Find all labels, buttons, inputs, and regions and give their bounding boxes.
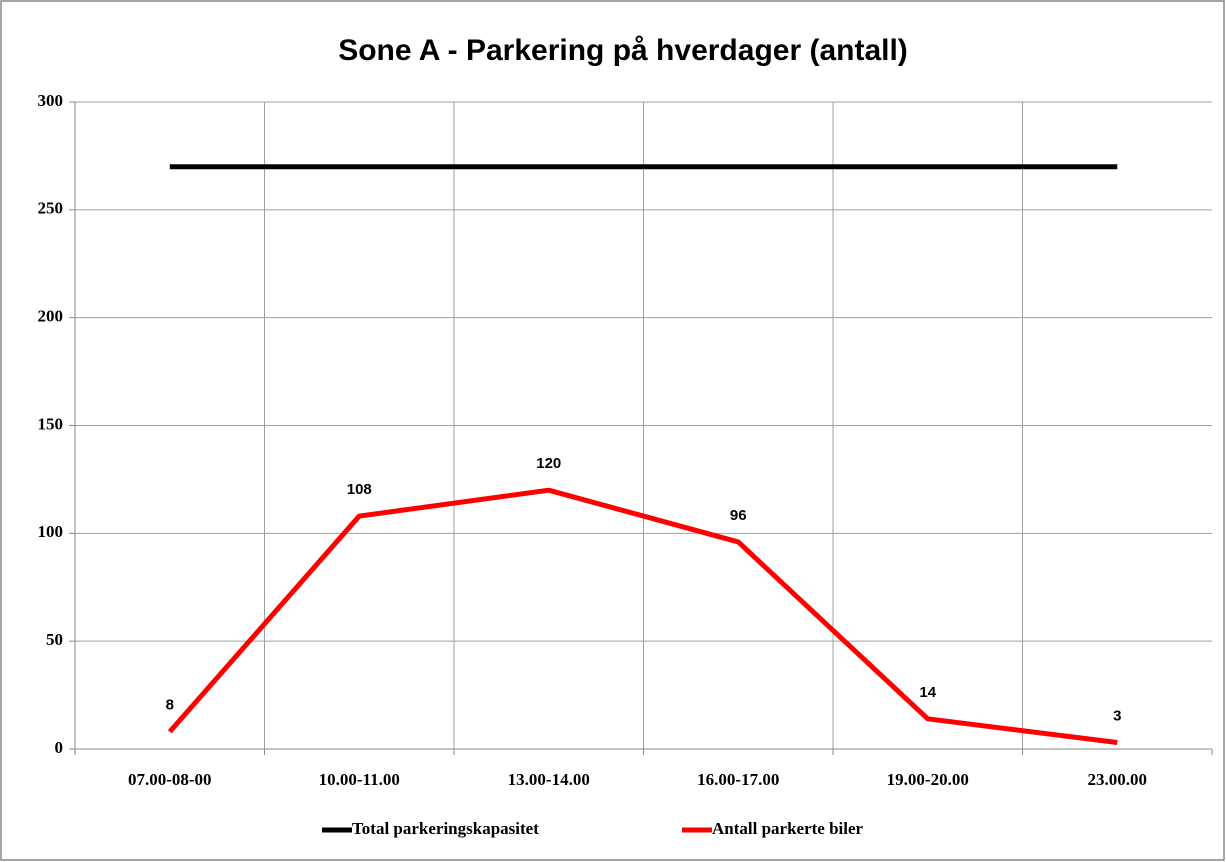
- data-label: 96: [730, 507, 747, 524]
- y-tick-label: 50: [46, 630, 63, 649]
- x-tick-label: 19.00-20.00: [887, 770, 969, 789]
- chart-title: Sone A - Parkering på hverdager (antall): [338, 34, 908, 67]
- y-tick-label: 300: [38, 91, 64, 110]
- data-label: 14: [919, 684, 936, 701]
- series-line: [167, 487, 1118, 746]
- data-label: 120: [536, 455, 561, 472]
- y-tick-label: 250: [38, 199, 64, 218]
- legend-label: Total parkeringskapasitet: [352, 819, 539, 838]
- legend-label: Antall parkerte biler: [712, 819, 864, 838]
- data-label: 3: [1113, 707, 1121, 724]
- data-label: 8: [166, 697, 174, 714]
- x-tick-label: 10.00-11.00: [319, 770, 400, 789]
- data-label: 108: [347, 481, 372, 498]
- x-tick-label: 23.00.00: [1088, 770, 1148, 789]
- y-tick-label: 200: [38, 307, 64, 326]
- x-tick-label: 16.00-17.00: [697, 770, 779, 789]
- y-tick-label: 0: [55, 738, 64, 757]
- x-tick-label: 13.00-14.00: [508, 770, 590, 789]
- y-tick-label: 100: [38, 522, 64, 541]
- y-tick-label: 150: [38, 414, 64, 433]
- x-tick-label: 07.00-08-00: [128, 770, 212, 789]
